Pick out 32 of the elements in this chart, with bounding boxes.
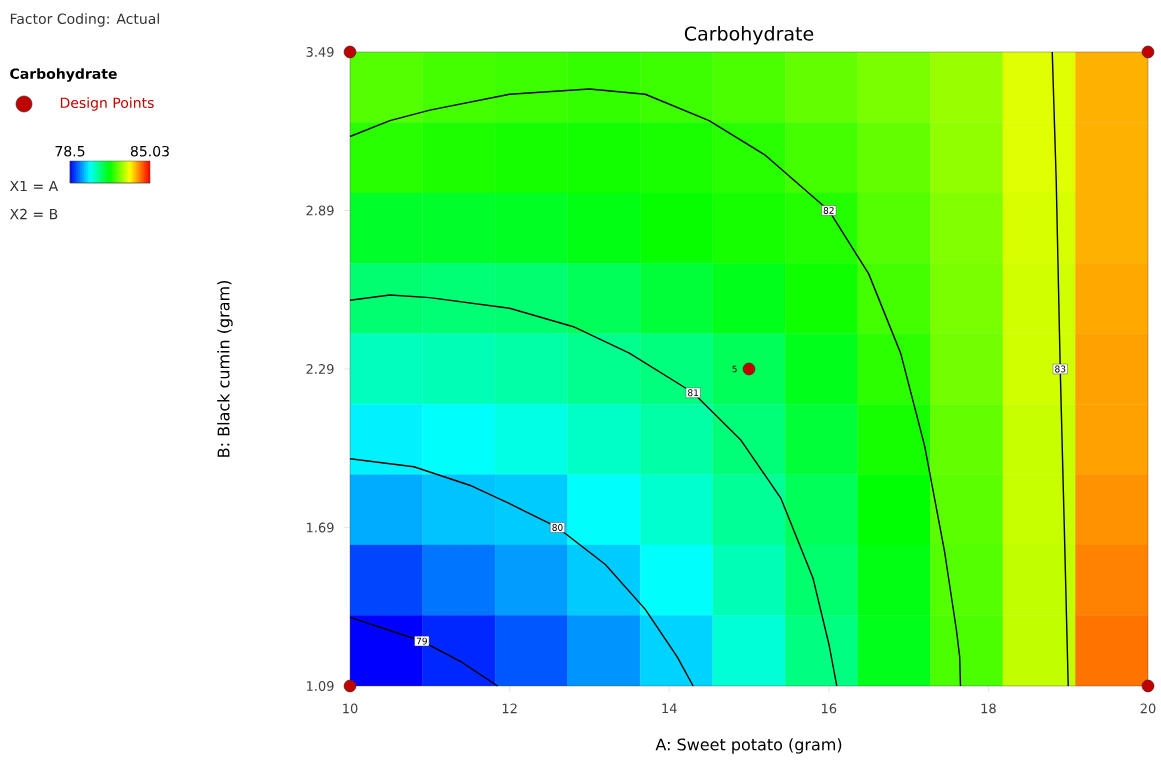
- annotation: 5: [732, 365, 737, 373]
- point: [742, 362, 756, 376]
- series-label: 80: [552, 524, 563, 531]
- x-tick-label: 20: [1140, 703, 1156, 714]
- x-axis-title: A: Sweet potato (gram): [655, 738, 842, 754]
- line-series: [349, 616, 499, 687]
- x-tick-label: 14: [662, 703, 677, 713]
- text: X1 = A: [9, 180, 59, 192]
- chart-title: Carbohydrate: [684, 26, 814, 45]
- y-axis-title: B: Black cumin (gram): [217, 281, 233, 457]
- text: X2 = B: [9, 208, 58, 220]
- y-tick-label: 3.49: [306, 47, 334, 57]
- color-bar-label: 78.5: [55, 145, 85, 157]
- x-tick-label: 16: [821, 703, 837, 714]
- x-tick-label: 18: [981, 703, 996, 714]
- line-series: [1051, 51, 1069, 687]
- text: Factor Coding: Actual: [10, 13, 159, 27]
- y-tick-label: 2.29: [306, 364, 334, 374]
- series-label: 79: [416, 637, 427, 645]
- legend-title: Carbohydrate: [10, 68, 117, 82]
- color-bar-label: 85.03: [130, 145, 169, 157]
- x-tick-label: 10: [343, 703, 358, 714]
- point: [343, 45, 357, 59]
- legend-label: Design Points: [60, 97, 154, 111]
- x-tick-label: 12: [502, 703, 517, 714]
- y-tick-label: 2.89: [306, 205, 334, 216]
- series-label: 83: [1055, 365, 1066, 373]
- point: [343, 679, 357, 693]
- line-series: [349, 458, 694, 687]
- line-series: [349, 294, 838, 687]
- y-tick-label: 1.09: [306, 681, 334, 691]
- y-tick-label: 1.69: [306, 522, 334, 533]
